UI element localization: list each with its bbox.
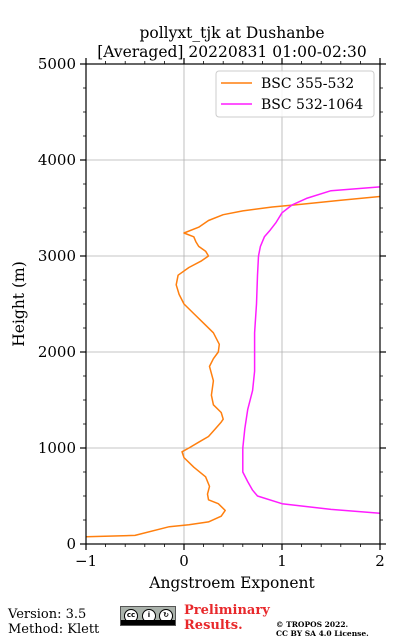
preliminary-notice: Preliminary Results. — [184, 603, 270, 633]
y-tick-label: 5000 — [38, 55, 76, 73]
chart: pollyxt_tjk at Dushanbe [Averaged] 20220… — [10, 24, 386, 592]
series-layer — [86, 186, 380, 538]
y-tick-label: 4000 — [38, 151, 76, 169]
x-tick-label: 0 — [179, 552, 189, 570]
plot-frame — [85, 63, 381, 545]
method-text: Method: Klett — [8, 622, 100, 637]
x-axis-label: Angstroem Exponent — [148, 574, 315, 592]
y-tick-label: 1000 — [38, 439, 76, 457]
y-axis-label: Height (m) — [10, 261, 28, 347]
cc-by-sa-icon: cc i ↻ — [120, 606, 176, 626]
y-tick-label: 3000 — [38, 247, 76, 265]
x-tick-label: −1 — [75, 552, 97, 570]
series-line-bsc-532-1064 — [242, 186, 380, 515]
preliminary-line2: Results. — [184, 618, 243, 633]
x-tick-label: 1 — [277, 552, 287, 570]
x-tick-label: 2 — [375, 552, 385, 570]
license-line1: © TROPOS 2022. — [276, 620, 349, 629]
y-tick-label: 0 — [66, 535, 76, 553]
license-notice: © TROPOS 2022. CC BY SA 4.0 License. — [276, 620, 369, 638]
series-line-bsc-355-532 — [86, 195, 380, 538]
legend-label-bsc-355-532: BSC 355-532 — [261, 76, 354, 92]
legend-label-bsc-532-1064: BSC 532-1064 — [261, 97, 363, 113]
license-line2: CC BY SA 4.0 License. — [276, 629, 369, 638]
preliminary-line1: Preliminary — [184, 603, 270, 618]
legend-box — [215, 70, 375, 118]
legend: BSC 355-532 BSC 532-1064 — [215, 70, 375, 118]
y-tick-label: 2000 — [38, 343, 76, 361]
grid-lines — [85, 63, 381, 545]
chart-title-line1: pollyxt_tjk at Dushanbe — [139, 24, 324, 42]
chart-title-line2: [Averaged] 20220831 01:00-02:30 — [97, 43, 367, 61]
cc-strip — [121, 620, 175, 625]
version-text: Version: 3.5 — [8, 607, 87, 622]
